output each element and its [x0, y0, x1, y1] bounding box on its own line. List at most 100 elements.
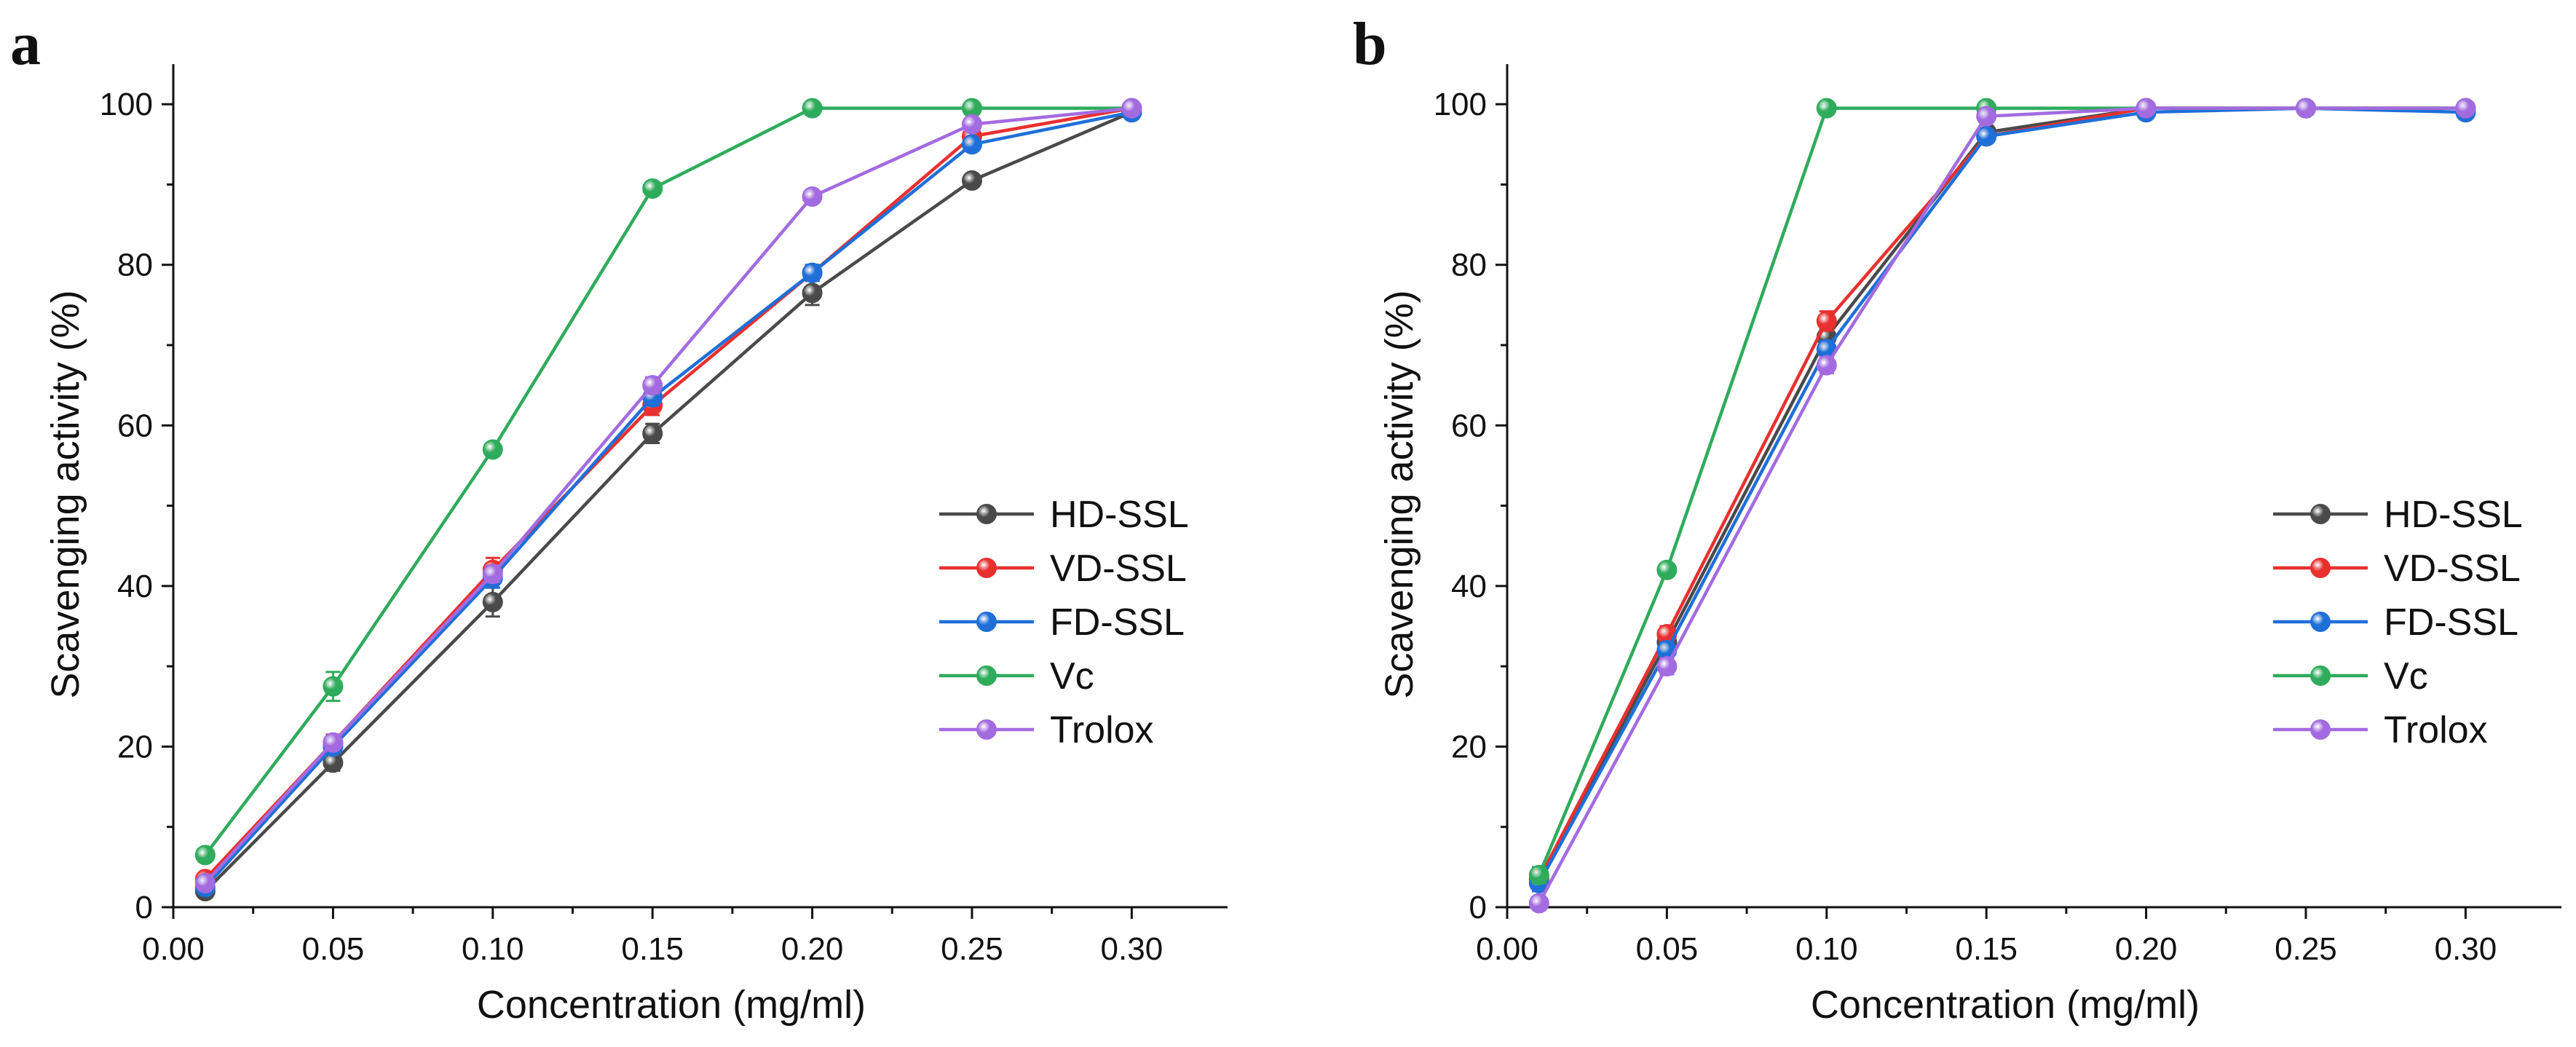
y-tick-label: 40: [117, 569, 153, 604]
data-point: [194, 872, 216, 893]
series-line-fd-ssl: [204, 110, 1132, 888]
y-tick-label: 20: [117, 729, 153, 764]
legend-marker: [2310, 665, 2331, 686]
series-line-fd-ssl: [1537, 106, 2466, 884]
data-point: [1816, 310, 1837, 331]
series-trolox: [194, 98, 1142, 893]
x-tick-label: 0.20: [2115, 931, 2178, 967]
series-hd-ssl: [194, 102, 1142, 901]
y-tick-label: 100: [100, 87, 153, 122]
series-vc: [1528, 98, 2476, 885]
x-tick-label: 0.30: [1101, 931, 1163, 967]
legend-marker: [976, 558, 997, 578]
series-vd-ssl: [1528, 98, 2476, 890]
data-point: [802, 262, 823, 283]
data-point: [1816, 355, 1837, 376]
series-fd-ssl: [1528, 98, 2476, 893]
legend-marker: [2310, 504, 2331, 524]
data-point: [323, 676, 344, 697]
x-tick-label: 0.10: [462, 931, 524, 967]
data-point: [1816, 98, 1837, 119]
legend-label: Trolox: [1050, 709, 1154, 751]
series-hd-ssl: [1528, 98, 2476, 890]
data-point: [1121, 98, 1142, 119]
y-tick-label: 40: [1451, 569, 1487, 604]
data-point: [1656, 656, 1678, 677]
data-point: [1528, 864, 1549, 885]
data-point: [642, 423, 663, 444]
legend-label: HD-SSL: [2384, 494, 2523, 536]
series-line-trolox: [204, 106, 1132, 885]
data-point: [802, 98, 823, 119]
data-point: [482, 591, 503, 612]
x-tick-label: 0.00: [142, 931, 205, 967]
x-tick-label: 0.25: [941, 931, 1003, 967]
data-point: [1976, 126, 1997, 147]
chart-panel-b: b 0.00 0.05 0.10 0.15 0.20 0.25 0.30 0 20 40 60 80 10…: [1353, 10, 2561, 1027]
x-tick-label: 0.15: [621, 931, 684, 967]
x-axis-title: Concentration (mg/ml): [477, 983, 866, 1027]
series-line-vc: [1537, 106, 2466, 876]
y-axis-title: Scavenging activity (%): [1378, 290, 1421, 698]
series-line-vc: [204, 106, 1132, 856]
x-tick-label: 0.25: [2275, 931, 2337, 967]
y-tick-label: 60: [1451, 408, 1487, 443]
y-tick-label: 0: [1469, 890, 1487, 925]
data-point: [642, 178, 663, 199]
y-tick-label: 80: [117, 248, 153, 283]
data-point: [1976, 106, 1997, 127]
y-tick-label: 0: [135, 890, 153, 925]
x-tick-label: 0.05: [1636, 931, 1699, 967]
data-point: [2295, 98, 2316, 119]
legend-marker: [2310, 558, 2331, 578]
data-point: [194, 845, 216, 866]
data-point: [802, 186, 823, 207]
panel-letter: a: [10, 10, 41, 78]
y-tick-label: 60: [117, 408, 153, 443]
x-axis-title: Concentration (mg/ml): [1811, 983, 2200, 1027]
x-tick-label: 0.00: [1476, 931, 1538, 967]
legend-marker: [976, 719, 997, 740]
data-point: [961, 114, 982, 135]
legend-label: VD-SSL: [1050, 548, 1187, 590]
legend-marker: [2310, 719, 2331, 740]
data-point: [2136, 98, 2157, 119]
series-fd-ssl: [194, 102, 1142, 898]
data-point: [1656, 559, 1678, 580]
series-line-hd-ssl: [1537, 106, 2466, 880]
legend-label: FD-SSL: [1050, 601, 1185, 644]
series-line-vd-ssl: [204, 106, 1132, 880]
legend-label: Vc: [2384, 655, 2428, 698]
x-tick-label: 0.20: [781, 931, 844, 967]
legend-marker: [976, 504, 997, 524]
x-tick-label: 0.05: [302, 931, 365, 967]
panel-letter: b: [1353, 10, 1387, 78]
legend-label: HD-SSL: [1050, 494, 1189, 536]
legend: HD-SSL VD-SSL FD-SSL Vc Trolox: [2273, 494, 2523, 751]
data-point: [802, 283, 823, 304]
series-line-trolox: [1537, 106, 2466, 904]
y-axis-title: Scavenging activity (%): [44, 290, 87, 698]
data-point: [482, 564, 503, 585]
series-trolox: [1528, 98, 2476, 914]
data-point: [642, 375, 663, 396]
data-point: [961, 134, 982, 155]
legend-marker: [2310, 612, 2331, 632]
legend-marker: [976, 665, 997, 686]
x-tick-label: 0.10: [1795, 931, 1858, 967]
series-line-hd-ssl: [204, 111, 1133, 893]
legend-label: VD-SSL: [2384, 548, 2521, 590]
legend-label: Vc: [1050, 655, 1094, 698]
legend-marker: [976, 612, 997, 632]
y-tick-label: 80: [1451, 248, 1487, 283]
data-point: [1528, 893, 1549, 914]
legend: HD-SSL VD-SSL FD-SSL Vc Trolox: [939, 494, 1189, 751]
legend-label: FD-SSL: [2384, 601, 2518, 644]
legend-label: Trolox: [2384, 709, 2488, 751]
data-point: [961, 170, 982, 191]
y-tick-label: 100: [1434, 87, 1487, 122]
data-point: [2455, 98, 2476, 119]
y-tick-label: 20: [1451, 729, 1487, 764]
series-line-vd-ssl: [1537, 106, 2466, 880]
